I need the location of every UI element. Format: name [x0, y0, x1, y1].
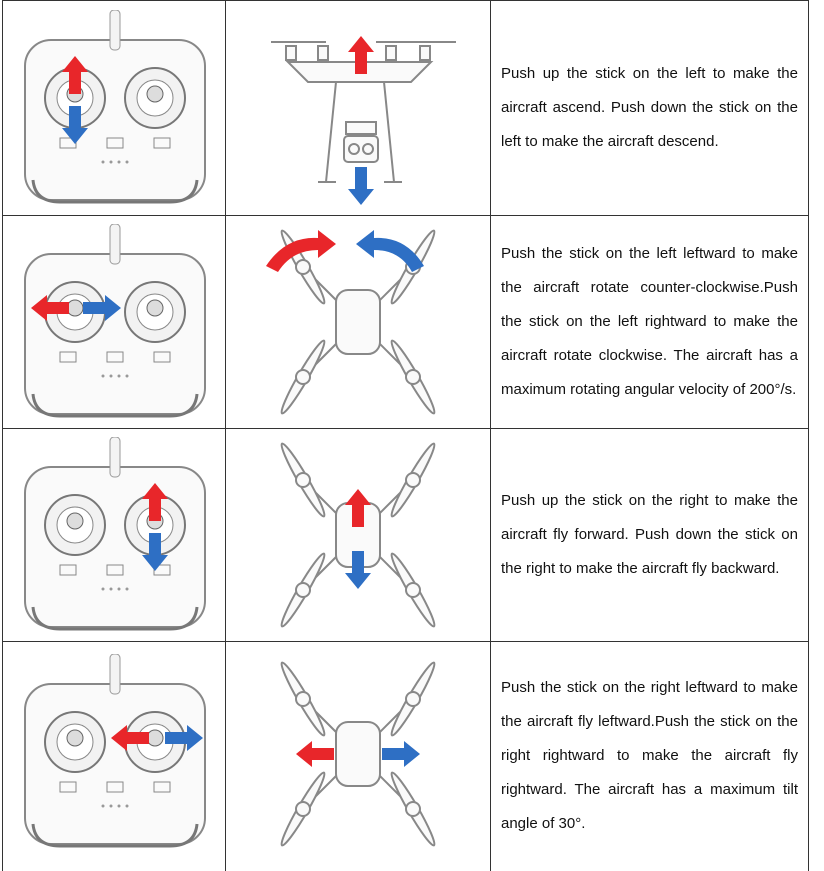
description: Push the stick on the right leftward to …: [490, 641, 809, 871]
row: Push up the stick on the left to make th…: [2, 0, 809, 216]
control-table: Push up the stick on the left to make th…: [2, 0, 809, 871]
controller-cell: [2, 428, 226, 642]
controller-illustration: [23, 654, 207, 848]
controller-cell: [2, 0, 226, 216]
description: Push up the stick on the right to make t…: [490, 428, 809, 642]
aircraft-illustration: [271, 35, 456, 205]
description: Push the stick on the left leftward to m…: [490, 215, 809, 429]
aircraft-cell: [225, 428, 491, 642]
controller-cell: [2, 641, 226, 871]
row: Push the stick on the left leftward to m…: [2, 215, 809, 429]
row: Push up the stick on the right to make t…: [2, 428, 809, 642]
aircraft-illustration: [276, 659, 440, 850]
controller-illustration: [23, 224, 207, 418]
description: Push up the stick on the left to make th…: [490, 0, 809, 216]
aircraft-cell: [225, 215, 491, 429]
controller-cell: [2, 215, 226, 429]
aircraft-illustration: [276, 440, 440, 630]
aircraft-cell: [225, 641, 491, 871]
controller-illustration: [23, 437, 207, 631]
aircraft-illustration: [266, 227, 440, 417]
row: Push the stick on the right leftward to …: [2, 641, 809, 871]
aircraft-cell: [225, 0, 491, 216]
controller-illustration: [23, 9, 207, 203]
